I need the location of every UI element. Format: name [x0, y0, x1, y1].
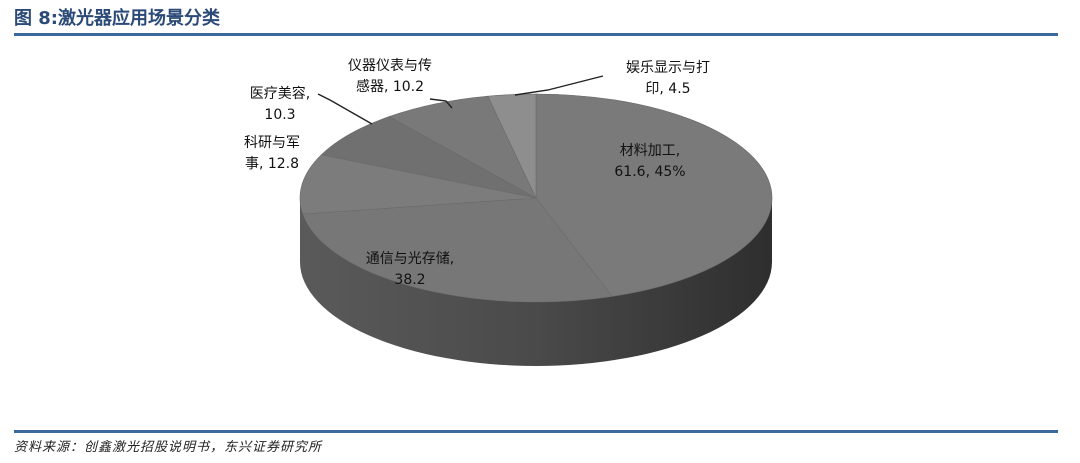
- pie-slice-2: [299, 154, 537, 215]
- data-label-3-1: 10.3: [264, 107, 295, 123]
- leader-line-1: [429, 98, 453, 109]
- pie-slice-0: [535, 93, 773, 297]
- data-label-0-0: 材料加工,: [620, 143, 680, 159]
- data-label-0-1: 61.6, 45%: [614, 164, 685, 180]
- footer-divider: [14, 430, 1058, 433]
- data-label-2-1: 事, 12.8: [245, 156, 299, 172]
- data-label-5-1: 印, 4.5: [645, 81, 690, 97]
- pie-slice-1: [302, 197, 613, 303]
- pie-slice-4: [388, 95, 537, 199]
- data-label-4-0: 仪器仪表与传: [348, 58, 432, 74]
- data-label-1-1: 38.2: [394, 272, 425, 288]
- data-label-3-0: 医疗美容,: [250, 85, 310, 102]
- pie-side-wall: [300, 198, 772, 366]
- leader-line-0: [514, 75, 604, 96]
- data-label-4-1: 感器, 10.2: [356, 78, 424, 95]
- figure-title: 图 8:激光器应用场景分类: [14, 8, 220, 29]
- source-note: 资料来源：创鑫激光招股说明书，东兴证券研究所: [14, 440, 323, 455]
- data-label-1-0: 通信与光存储,: [366, 251, 454, 267]
- pie-slice-3: [320, 116, 537, 199]
- pie-slice-5: [487, 93, 537, 199]
- leader-line-2: [317, 93, 373, 125]
- title-divider: [14, 33, 1058, 36]
- data-label-5-0: 娱乐显示与打: [626, 59, 710, 76]
- data-label-2-0: 科研与军: [244, 135, 300, 151]
